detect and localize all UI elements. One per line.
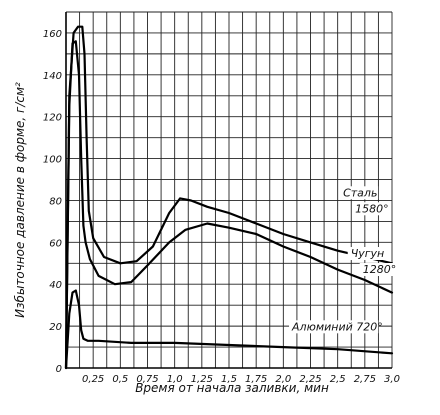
- annotation-bg: [359, 263, 398, 277]
- y-tick-label: 160: [43, 29, 62, 40]
- x-tick-label: 2,25: [299, 374, 321, 385]
- y-tick-label: 100: [43, 155, 62, 166]
- annotation-label: Чугун: [351, 247, 385, 260]
- tick-labels: 0 20 40 60 80 100 120 140 160 0,25 0,5 0,75 1,0 1,25 1…: [43, 29, 400, 385]
- x-tick-label: 3,0: [384, 374, 400, 385]
- x-tick-label: 1,0: [167, 374, 183, 385]
- x-tick-label: 2,0: [275, 374, 291, 385]
- grid: [66, 11, 393, 368]
- y-tick-label: 80: [49, 196, 62, 207]
- y-tick-label: 40: [49, 280, 62, 291]
- annotation-bg: [352, 202, 391, 216]
- annotation-bg: [347, 247, 386, 261]
- annotation-label: 1280°: [363, 263, 397, 276]
- x-tick-label: 1,75: [245, 374, 267, 385]
- y-tick-label: 140: [43, 71, 62, 82]
- series-line: [64, 25, 394, 370]
- annotation-bg: [289, 320, 379, 334]
- annotations: Сталь 1580° Чугун 1280° Алюминий 720°: [289, 186, 398, 334]
- x-tick-label: 0,75: [136, 374, 158, 385]
- series-lines: [64, 25, 394, 370]
- x-tick-label: 2,75: [354, 374, 376, 385]
- annotation-bg: [340, 186, 379, 200]
- y-tick-label: 60: [49, 238, 62, 249]
- series-line: [64, 289, 394, 370]
- annotation-label: 1580°: [355, 202, 389, 215]
- y-tick-label: 120: [43, 113, 62, 124]
- annotation-label: Сталь: [343, 186, 377, 199]
- x-tick-label: 0,25: [82, 374, 104, 385]
- y-tick-label: 0: [56, 364, 62, 375]
- series-line: [64, 40, 394, 370]
- x-tick-label: 0,5: [112, 374, 128, 385]
- x-tick-label: 2,5: [330, 374, 346, 385]
- y-tick-label: 20: [49, 322, 62, 333]
- x-tick-label: 1,25: [191, 374, 213, 385]
- y-axis-label: Избыточное давление в форме, г/см²: [13, 82, 27, 318]
- annotation-label: Алюминий 720°: [291, 320, 383, 333]
- x-tick-label: 1,5: [221, 374, 237, 385]
- x-axis-label: Время от начала заливки, мин: [135, 381, 329, 395]
